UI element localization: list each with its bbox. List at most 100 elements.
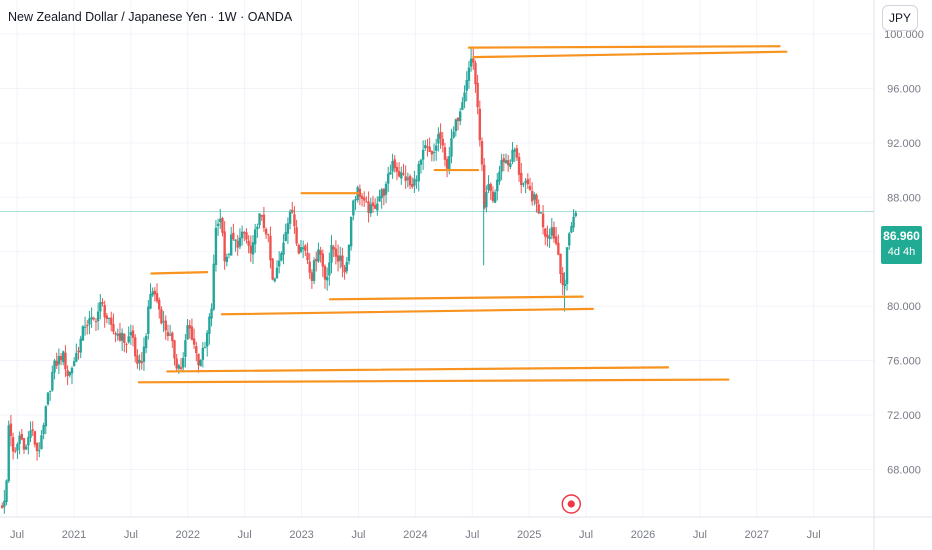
candle-body (219, 218, 222, 223)
candle-body (138, 359, 141, 363)
candle-body (197, 353, 200, 366)
candle-body (225, 256, 229, 263)
candle-body (223, 231, 226, 262)
candle-body (472, 58, 475, 63)
candle-body (155, 293, 159, 302)
candle-body (75, 352, 78, 362)
horizontal-level-line[interactable] (166, 366, 670, 373)
horizontal-level-line[interactable] (150, 271, 209, 275)
candle-body (184, 340, 187, 357)
time-tick-label: 2022 (176, 529, 200, 541)
candle-body (443, 147, 447, 160)
candle-body (229, 234, 233, 256)
currency-button[interactable]: JPY (882, 5, 918, 31)
candle-body (515, 148, 519, 158)
candle-body (421, 149, 425, 160)
time-tick-label: Jul (351, 529, 365, 541)
candle-body (79, 338, 82, 353)
time-axis-labels: Jul 2021 Jul 2022 Jul 2023 Jul 2024 Jul 2025 Jul 20… (10, 529, 821, 541)
candle-body (118, 333, 122, 341)
candle-body (448, 156, 451, 170)
candle-body (513, 149, 516, 152)
candle-body (140, 361, 143, 364)
price-tick-label: 92.000 (887, 138, 921, 150)
candle-body (382, 189, 386, 196)
horizontal-level-line[interactable] (472, 50, 788, 59)
candle-body (72, 361, 76, 367)
price-tick-label: 76.000 (887, 356, 921, 368)
candle-body (526, 179, 530, 185)
candle-body (411, 184, 414, 187)
event-marker-dot[interactable] (567, 500, 575, 508)
candle-body (376, 203, 379, 211)
candle-body (3, 500, 6, 507)
candle-body (387, 173, 390, 184)
candle-body (293, 214, 296, 227)
candle-body (537, 204, 540, 214)
candle-body (40, 435, 43, 450)
candle-body (57, 356, 61, 365)
time-tick-label: 2024 (403, 529, 427, 541)
candle-body (31, 429, 34, 432)
candle-body (476, 82, 479, 108)
candle-body (369, 204, 372, 214)
time-tick-label: 2021 (62, 529, 86, 541)
candle-body (123, 334, 126, 343)
candle-body (552, 227, 556, 239)
candle-body (321, 253, 324, 267)
candle-body (395, 166, 399, 172)
candle-body (253, 229, 257, 245)
candle-body (177, 365, 181, 369)
horizontal-level-line[interactable] (328, 295, 584, 301)
candle-body (103, 305, 106, 318)
circle-dot-icon[interactable] (561, 494, 582, 514)
time-tick-label: Jul (238, 529, 252, 541)
candle-body (461, 102, 464, 110)
support-resistance-levels[interactable] (137, 45, 788, 384)
candle-body (384, 183, 388, 195)
grid (0, 0, 874, 517)
candle-body (373, 205, 377, 209)
candle-body (517, 156, 521, 175)
candle-body (574, 212, 577, 217)
candle-body (295, 227, 298, 244)
horizontal-level-line[interactable] (467, 45, 781, 49)
candle-body (360, 195, 364, 199)
candle-body (430, 151, 434, 155)
candle-body (550, 227, 553, 236)
time-tick-label: 2027 (745, 529, 769, 541)
candle-body (489, 183, 492, 192)
candle-body (216, 223, 220, 226)
candle-body (511, 149, 514, 162)
candle-body (284, 232, 287, 242)
candle-body (22, 438, 26, 450)
candle-body (310, 272, 314, 281)
candle-body (68, 371, 71, 376)
candle-body (450, 138, 453, 157)
candle-body (182, 357, 185, 368)
candle-body (59, 356, 63, 361)
price-tick-label: 80.000 (887, 301, 921, 313)
candle-body (238, 237, 242, 247)
time-tick-label: Jul (693, 529, 707, 541)
candle-body (301, 247, 305, 249)
candle-body (18, 435, 21, 444)
candle-body (171, 332, 174, 342)
candle-body (413, 178, 416, 186)
candle-body (149, 293, 152, 309)
horizontal-level-line[interactable] (137, 378, 730, 384)
candle-body (240, 231, 244, 239)
candle-body (280, 253, 283, 261)
candle-body (273, 278, 277, 282)
candle-body (535, 194, 538, 204)
horizontal-level-line[interactable] (220, 307, 595, 316)
candle-body (509, 163, 512, 167)
candle-body (415, 180, 418, 182)
candle-body (7, 425, 10, 482)
candle-body (304, 245, 307, 251)
candle-body (568, 233, 571, 246)
candle-body (445, 159, 449, 169)
candle-body (62, 351, 65, 363)
price-tick-label: 72.000 (887, 410, 921, 422)
